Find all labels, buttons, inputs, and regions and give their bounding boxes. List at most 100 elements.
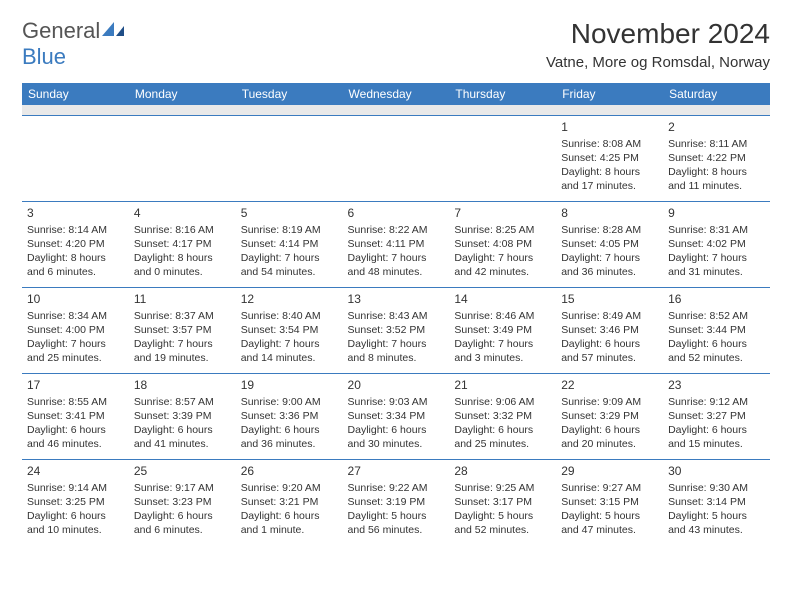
daylight-line: Daylight: 6 hours (241, 509, 338, 523)
day-cell: 18Sunrise: 8:57 AMSunset: 3:39 PMDayligh… (129, 373, 236, 459)
daylight-line: Daylight: 5 hours (668, 509, 765, 523)
day-number: 12 (241, 291, 338, 307)
day-header: Sunday (22, 83, 129, 105)
sunrise-line: Sunrise: 8:22 AM (348, 223, 445, 237)
daylight-line: Daylight: 6 hours (561, 337, 658, 351)
sunset-line: Sunset: 4:17 PM (134, 237, 231, 251)
day-number: 13 (348, 291, 445, 307)
sunset-line: Sunset: 3:46 PM (561, 323, 658, 337)
daylight-line: and 47 minutes. (561, 523, 658, 537)
day-header: Friday (556, 83, 663, 105)
daylight-line: Daylight: 6 hours (134, 423, 231, 437)
logo: General Blue (22, 18, 126, 70)
sunrise-line: Sunrise: 9:14 AM (27, 481, 124, 495)
daylight-line: Daylight: 6 hours (348, 423, 445, 437)
daylight-line: and 54 minutes. (241, 265, 338, 279)
logo-text: General Blue (22, 18, 126, 70)
day-number: 1 (561, 119, 658, 135)
day-number: 2 (668, 119, 765, 135)
daylight-line: and 15 minutes. (668, 437, 765, 451)
sunset-line: Sunset: 3:49 PM (454, 323, 551, 337)
calendar-body: 1Sunrise: 8:08 AMSunset: 4:25 PMDaylight… (22, 105, 770, 545)
daylight-line: and 3 minutes. (454, 351, 551, 365)
week-row: 1Sunrise: 8:08 AMSunset: 4:25 PMDaylight… (22, 115, 770, 201)
sunset-line: Sunset: 3:54 PM (241, 323, 338, 337)
daylight-line: and 30 minutes. (348, 437, 445, 451)
sunrise-line: Sunrise: 9:25 AM (454, 481, 551, 495)
calendar-table: SundayMondayTuesdayWednesdayThursdayFrid… (22, 83, 770, 545)
day-number: 6 (348, 205, 445, 221)
sunrise-line: Sunrise: 8:43 AM (348, 309, 445, 323)
day-number: 19 (241, 377, 338, 393)
daylight-line: and 0 minutes. (134, 265, 231, 279)
day-number: 24 (27, 463, 124, 479)
sunset-line: Sunset: 4:22 PM (668, 151, 765, 165)
daylight-line: Daylight: 5 hours (454, 509, 551, 523)
daylight-line: and 8 minutes. (348, 351, 445, 365)
location-label: Vatne, More og Romsdal, Norway (546, 54, 770, 71)
sunrise-line: Sunrise: 9:06 AM (454, 395, 551, 409)
sunset-line: Sunset: 3:29 PM (561, 409, 658, 423)
sunset-line: Sunset: 4:20 PM (27, 237, 124, 251)
daylight-line: Daylight: 6 hours (134, 509, 231, 523)
day-number: 28 (454, 463, 551, 479)
day-cell (449, 115, 556, 201)
sunrise-line: Sunrise: 9:12 AM (668, 395, 765, 409)
daylight-line: and 17 minutes. (561, 179, 658, 193)
day-header: Thursday (449, 83, 556, 105)
day-number: 8 (561, 205, 658, 221)
sunrise-line: Sunrise: 8:34 AM (27, 309, 124, 323)
day-number: 7 (454, 205, 551, 221)
day-cell (129, 115, 236, 201)
day-number: 10 (27, 291, 124, 307)
sunrise-line: Sunrise: 8:37 AM (134, 309, 231, 323)
daylight-line: Daylight: 6 hours (668, 423, 765, 437)
sunrise-line: Sunrise: 8:19 AM (241, 223, 338, 237)
day-cell: 12Sunrise: 8:40 AMSunset: 3:54 PMDayligh… (236, 287, 343, 373)
sunrise-line: Sunrise: 9:22 AM (348, 481, 445, 495)
day-cell (236, 115, 343, 201)
day-cell: 9Sunrise: 8:31 AMSunset: 4:02 PMDaylight… (663, 201, 770, 287)
day-cell: 5Sunrise: 8:19 AMSunset: 4:14 PMDaylight… (236, 201, 343, 287)
daylight-line: Daylight: 7 hours (241, 337, 338, 351)
daylight-line: Daylight: 6 hours (561, 423, 658, 437)
day-cell: 22Sunrise: 9:09 AMSunset: 3:29 PMDayligh… (556, 373, 663, 459)
logo-sail-icon (100, 20, 126, 38)
daylight-line: Daylight: 7 hours (134, 337, 231, 351)
day-cell: 3Sunrise: 8:14 AMSunset: 4:20 PMDaylight… (22, 201, 129, 287)
day-header: Saturday (663, 83, 770, 105)
sunrise-line: Sunrise: 9:27 AM (561, 481, 658, 495)
day-number: 5 (241, 205, 338, 221)
sunset-line: Sunset: 3:21 PM (241, 495, 338, 509)
week-row: 24Sunrise: 9:14 AMSunset: 3:25 PMDayligh… (22, 459, 770, 545)
daylight-line: and 25 minutes. (454, 437, 551, 451)
sunrise-line: Sunrise: 8:55 AM (27, 395, 124, 409)
sunset-line: Sunset: 3:23 PM (134, 495, 231, 509)
day-cell: 1Sunrise: 8:08 AMSunset: 4:25 PMDaylight… (556, 115, 663, 201)
daylight-line: and 48 minutes. (348, 265, 445, 279)
daylight-line: and 57 minutes. (561, 351, 658, 365)
sunset-line: Sunset: 3:41 PM (27, 409, 124, 423)
sunrise-line: Sunrise: 8:31 AM (668, 223, 765, 237)
day-number: 29 (561, 463, 658, 479)
day-header-row: SundayMondayTuesdayWednesdayThursdayFrid… (22, 83, 770, 105)
sunset-line: Sunset: 3:52 PM (348, 323, 445, 337)
day-cell: 25Sunrise: 9:17 AMSunset: 3:23 PMDayligh… (129, 459, 236, 545)
daylight-line: and 52 minutes. (454, 523, 551, 537)
day-cell: 24Sunrise: 9:14 AMSunset: 3:25 PMDayligh… (22, 459, 129, 545)
sunrise-line: Sunrise: 8:49 AM (561, 309, 658, 323)
daylight-line: and 36 minutes. (561, 265, 658, 279)
daylight-line: Daylight: 6 hours (241, 423, 338, 437)
daylight-line: and 25 minutes. (27, 351, 124, 365)
daylight-line: and 20 minutes. (561, 437, 658, 451)
day-number: 18 (134, 377, 231, 393)
sunset-line: Sunset: 4:14 PM (241, 237, 338, 251)
sunrise-line: Sunrise: 8:46 AM (454, 309, 551, 323)
daylight-line: and 6 minutes. (27, 265, 124, 279)
day-number: 20 (348, 377, 445, 393)
daylight-line: and 10 minutes. (27, 523, 124, 537)
title-block: November 2024 Vatne, More og Romsdal, No… (546, 18, 770, 71)
day-number: 4 (134, 205, 231, 221)
daylight-line: Daylight: 7 hours (27, 337, 124, 351)
week-row: 10Sunrise: 8:34 AMSunset: 4:00 PMDayligh… (22, 287, 770, 373)
